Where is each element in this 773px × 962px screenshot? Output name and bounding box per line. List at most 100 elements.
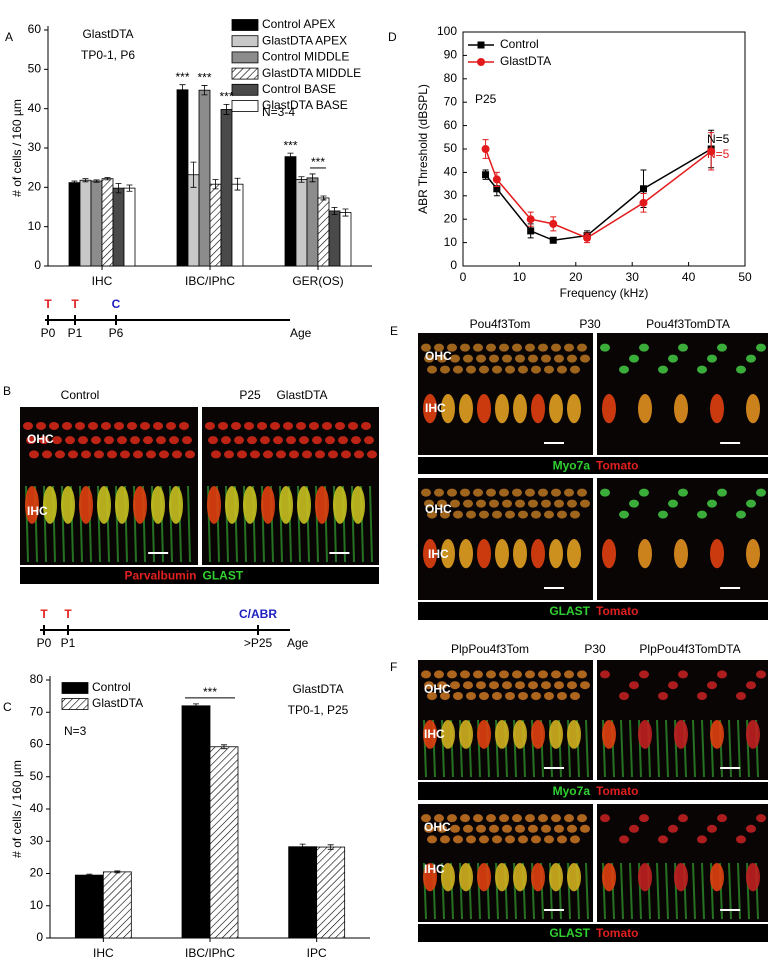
micrograph-detail (447, 343, 457, 352)
micrograph-detail (260, 436, 270, 445)
bar (112, 187, 125, 267)
micrograph-detail (756, 814, 766, 823)
micrograph-detail (736, 510, 746, 519)
micrograph-detail (437, 499, 447, 508)
micrograph-detail (460, 814, 470, 823)
micrograph-detail (541, 499, 551, 508)
stain-label: Parvalbumin (124, 569, 196, 583)
time-label: P0 (41, 326, 56, 340)
micrograph-detail (143, 436, 153, 445)
micrograph-detail (221, 436, 231, 445)
treatment-label: C/ABR (239, 607, 277, 621)
micrograph-detail (717, 670, 727, 679)
micrograph-detail (495, 539, 509, 569)
micrograph-detail (544, 365, 554, 374)
marker (639, 185, 647, 193)
image-header: Pou4f3Tom (470, 317, 531, 331)
error-bar (104, 177, 111, 181)
x-tick-label: 50 (738, 270, 752, 284)
micrograph-detail (104, 436, 114, 445)
time-label: P1 (61, 636, 76, 650)
micrograph-detail (97, 486, 111, 524)
micrograph-detail (450, 824, 460, 833)
micrograph-detail (736, 692, 746, 700)
micrograph-detail (717, 343, 727, 352)
micrograph-detail (515, 499, 525, 508)
micrograph-detail (49, 421, 59, 430)
image-header: PlpPou4f3Tom (451, 642, 529, 656)
micrograph-detail (515, 681, 525, 690)
micrograph-detail (564, 343, 574, 352)
micrograph-detail (544, 510, 554, 519)
micrograph-detail (463, 681, 473, 690)
legend-label: GlastDTA (92, 696, 143, 710)
micrograph-detail (746, 394, 760, 424)
bar (209, 746, 239, 939)
micrograph-detail (629, 824, 639, 833)
micrograph (418, 333, 593, 455)
stain-bar (418, 924, 768, 942)
micrograph-detail (117, 436, 127, 445)
micrograph-detail (638, 863, 652, 892)
micrograph-detail (570, 365, 580, 374)
micrograph-detail (678, 343, 688, 352)
micrograph-detail (531, 720, 545, 749)
micrograph-detail (61, 486, 75, 524)
error-bar (287, 152, 294, 161)
micrograph-detail (29, 450, 39, 459)
marker (639, 198, 648, 207)
micrograph-detail (620, 719, 624, 778)
micrograph-detail (499, 343, 509, 352)
micrograph-detail (518, 365, 528, 374)
micrograph-detail (551, 670, 561, 679)
micrograph-detail (447, 814, 457, 823)
micrograph-detail (549, 863, 563, 892)
micrograph-detail (315, 486, 329, 524)
time-label: P1 (68, 326, 83, 340)
micrograph-detail (531, 394, 545, 424)
y-tick-label: 30 (28, 140, 42, 154)
micrograph-detail (361, 421, 371, 430)
x-tick-label: GER(OS) (292, 274, 343, 288)
y-tick-label: 70 (444, 94, 458, 108)
micrograph-detail (297, 486, 311, 524)
micrograph-detail (577, 670, 587, 679)
stain-label: Myo7a (553, 784, 591, 798)
image-header: P30 (579, 317, 601, 331)
y-tick-label: 40 (444, 165, 458, 179)
region-label: IHC (424, 862, 445, 876)
panel-label: E (390, 324, 398, 338)
y-axis-label: # of cells / 160 µm (10, 99, 24, 197)
micrograph-detail (423, 539, 437, 569)
micrograph-detail (335, 421, 345, 430)
bar (187, 174, 200, 267)
micrograph-detail (208, 436, 218, 445)
y-tick-label: 0 (34, 258, 41, 272)
region-label: IHC (425, 401, 446, 415)
micrograph-detail (710, 863, 724, 892)
micrograph-detail (130, 436, 140, 445)
micrograph-detail (707, 354, 717, 363)
micrograph-detail (315, 450, 325, 459)
micrograph-detail (567, 863, 581, 892)
stain-bar (418, 782, 768, 800)
y-tick-label: 40 (30, 801, 44, 815)
micrograph-detail (746, 539, 760, 569)
micrograph-detail (717, 488, 727, 497)
micrograph-detail (717, 814, 727, 823)
micrograph-detail (525, 814, 535, 823)
micrograph-detail (756, 343, 766, 352)
panel-label: B (3, 384, 11, 398)
micrograph-detail (489, 499, 499, 508)
micrograph-detail (225, 486, 239, 524)
y-tick-label: 20 (28, 180, 42, 194)
micrograph-detail (746, 681, 756, 690)
micrograph-detail (263, 450, 273, 459)
micrograph-detail (479, 510, 489, 519)
micrograph-detail (486, 814, 496, 823)
stain-label: Tomato (596, 604, 638, 618)
bar (231, 183, 244, 267)
treatment-label: T (71, 297, 79, 311)
micrograph-detail (697, 510, 707, 519)
time-label: P0 (37, 636, 52, 650)
